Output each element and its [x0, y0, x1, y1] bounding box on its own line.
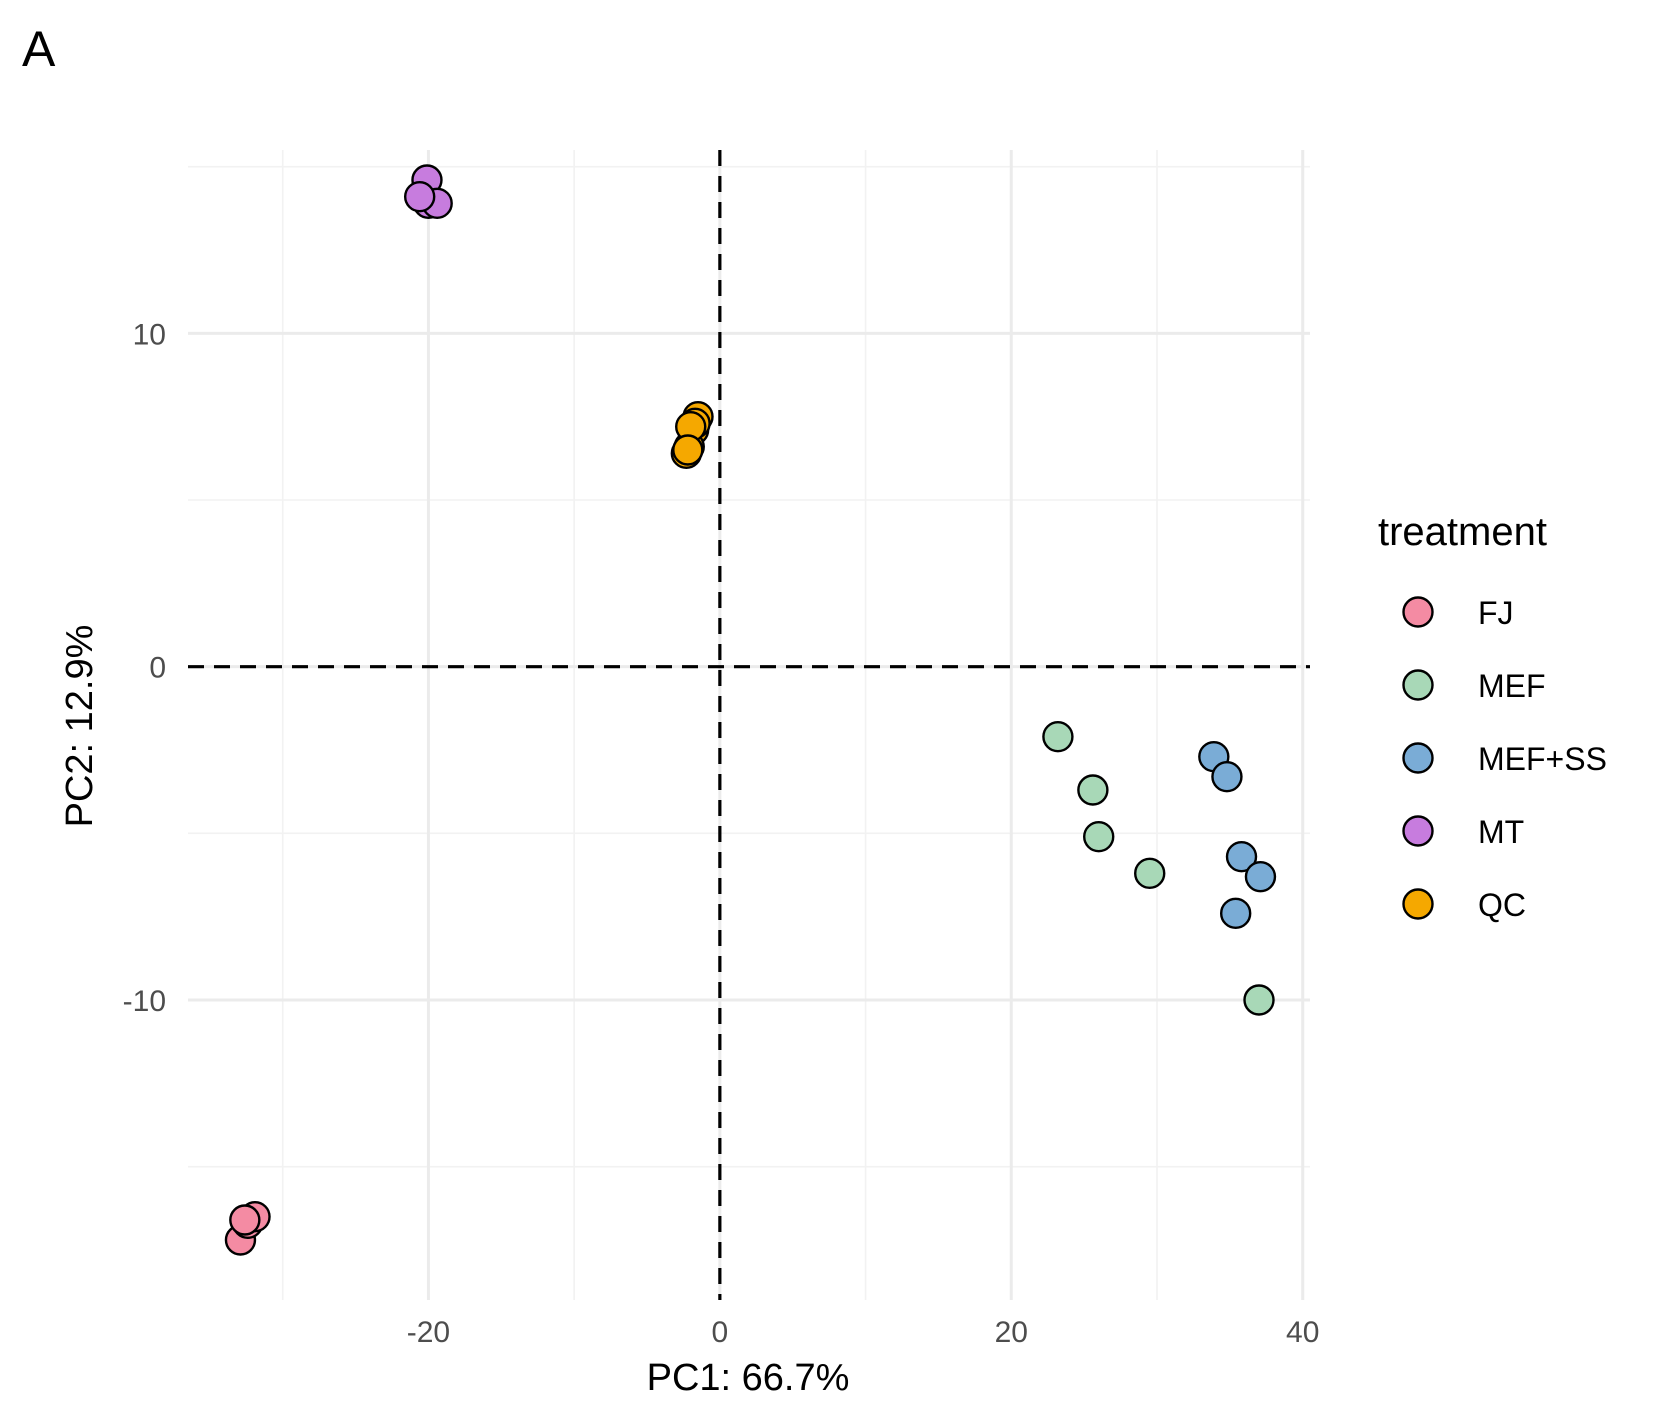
- data-point: [1244, 860, 1277, 893]
- series-fj: [224, 1200, 271, 1256]
- data-point: [672, 434, 704, 466]
- reference-lines: [188, 150, 1310, 1300]
- legend-key: [1402, 815, 1434, 847]
- legend-label: MEF+SS: [1478, 741, 1607, 777]
- series-mef: [1042, 720, 1275, 1016]
- legend-item-mt: MT: [1402, 814, 1524, 850]
- series-qc: [670, 400, 714, 470]
- legend-title: treatment: [1378, 510, 1547, 554]
- legend-label: MEF: [1478, 668, 1546, 704]
- data-point: [1077, 774, 1109, 806]
- legend-label: QC: [1478, 887, 1526, 923]
- data-point: [403, 180, 436, 213]
- legend-key: [1402, 888, 1434, 920]
- data-point: [1211, 760, 1243, 793]
- x-tick-label: 40: [1286, 1316, 1319, 1349]
- grid: [188, 150, 1310, 1300]
- y-tick-label: 10: [133, 318, 166, 351]
- series-mt: [403, 164, 453, 220]
- x-tick-label: 20: [995, 1316, 1028, 1349]
- legend: FJ MEF MEF+SS MT QC: [1402, 595, 1607, 923]
- x-tick-label: 0: [712, 1316, 729, 1349]
- legend-key: [1402, 742, 1434, 774]
- data-point: [1225, 840, 1258, 873]
- data-point: [1219, 897, 1252, 930]
- legend-key: [1402, 596, 1434, 628]
- legend-key: [1402, 669, 1434, 701]
- data-points: [224, 164, 1277, 1256]
- y-tick-label: 0: [149, 652, 166, 685]
- data-point: [1134, 857, 1166, 890]
- x-tick-label: -20: [407, 1316, 450, 1349]
- series-mef-ss: [1198, 740, 1277, 930]
- legend-item-qc: QC: [1402, 887, 1526, 923]
- legend-item-mef: MEF: [1402, 668, 1546, 704]
- y-tick-labels: -10 0 10: [123, 318, 166, 1018]
- panel-label: A: [22, 21, 56, 77]
- data-point: [229, 1204, 261, 1236]
- x-axis-title: PC1: 66.7%: [647, 1357, 850, 1399]
- legend-item-mef-ss: MEF+SS: [1402, 741, 1607, 777]
- y-axis-title: PC2: 12.9%: [59, 625, 101, 828]
- y-tick-label: -10: [123, 985, 166, 1018]
- data-point: [1083, 820, 1115, 853]
- legend-label: FJ: [1478, 595, 1514, 631]
- x-tick-labels: -20 0 20 40: [407, 1316, 1320, 1349]
- legend-label: MT: [1478, 814, 1524, 850]
- data-point: [1042, 720, 1074, 753]
- data-point: [1243, 984, 1275, 1016]
- legend-item-fj: FJ: [1402, 595, 1514, 631]
